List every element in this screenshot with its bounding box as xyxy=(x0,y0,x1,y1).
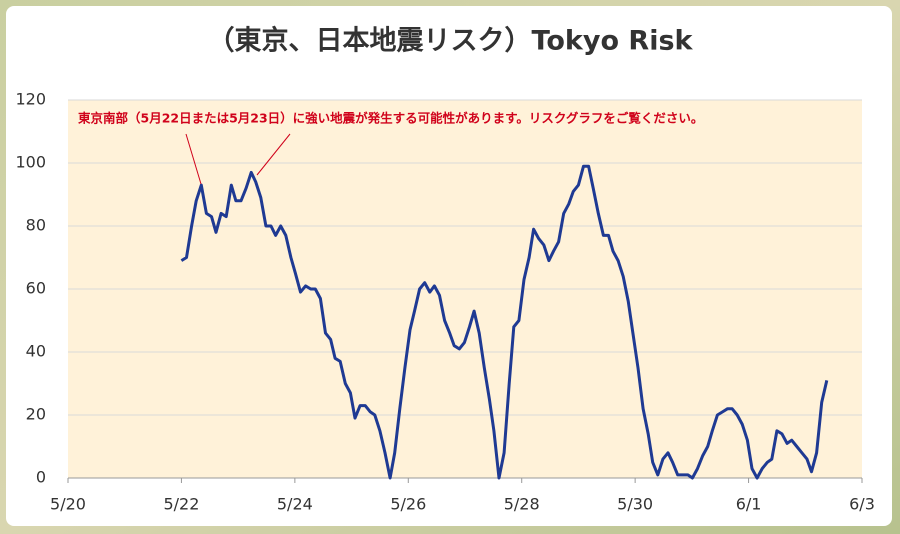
chart-title: （東京、日本地震リスク）Tokyo Risk xyxy=(208,25,694,57)
annotation: 東京南部（5月22日または5月23日）に強い地震が発生する可能性があります。リス… xyxy=(78,111,703,126)
annotation-pointer xyxy=(185,133,202,185)
y-tick-label: 60 xyxy=(26,279,46,298)
y-tick-label: 20 xyxy=(26,405,46,424)
x-tick-label: 6/1 xyxy=(736,495,762,514)
y-tick-label: 40 xyxy=(26,342,46,361)
x-tick-label: 5/28 xyxy=(504,495,540,514)
line-series xyxy=(180,164,829,480)
y-tick-label: 120 xyxy=(15,90,46,109)
y-tick-label: 80 xyxy=(26,216,46,235)
annotation-pointer xyxy=(256,133,291,176)
x-tick-label: 5/22 xyxy=(163,495,199,514)
x-tick-label: 6/3 xyxy=(849,495,875,514)
x-tick-label: 5/30 xyxy=(617,495,653,514)
y-tick-label: 0 xyxy=(36,468,46,487)
x-tick-label: 5/20 xyxy=(50,495,86,514)
y-tick-label: 100 xyxy=(15,153,46,172)
x-tick-label: 5/26 xyxy=(390,495,426,514)
x-tick-label: 5/24 xyxy=(277,495,313,514)
